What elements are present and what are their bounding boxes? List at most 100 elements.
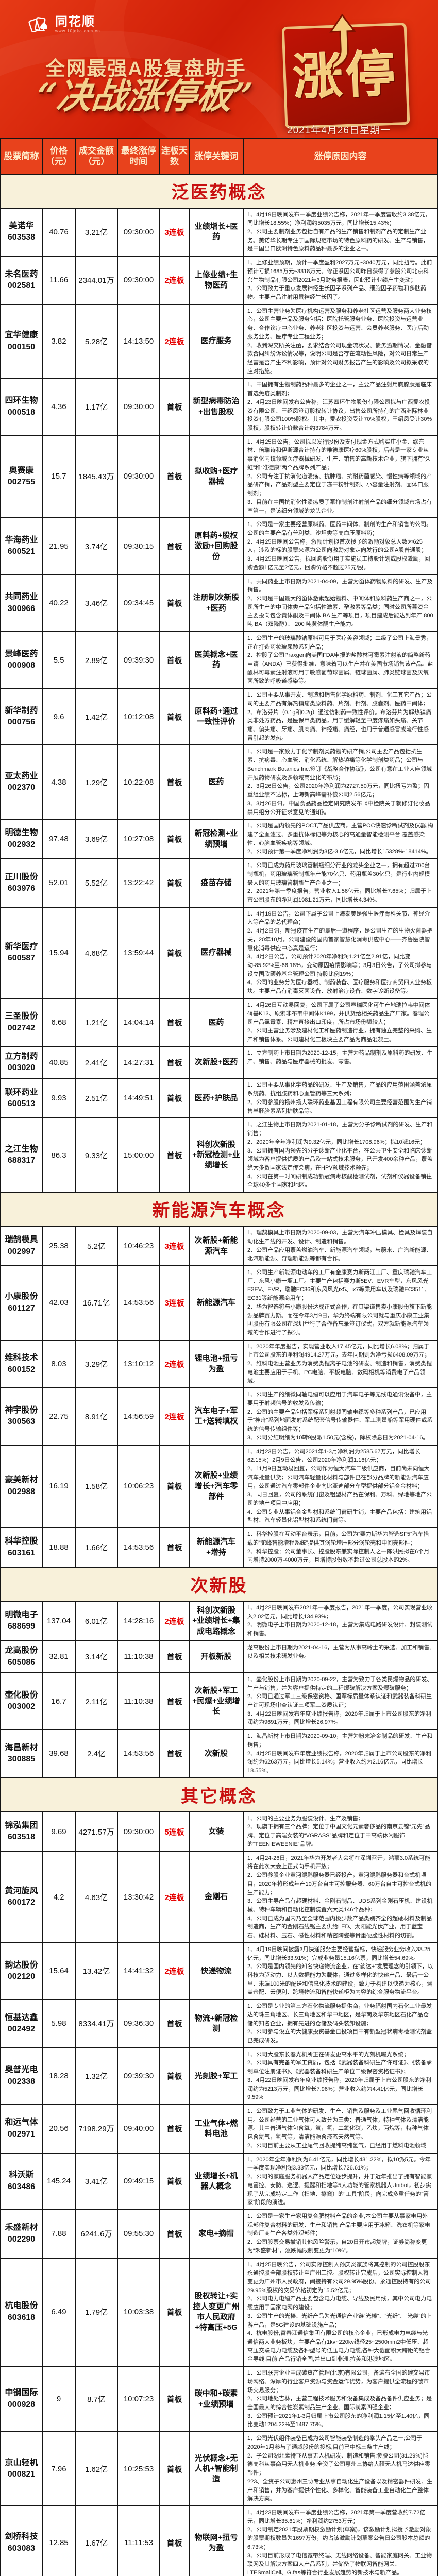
- turnover-cell: 4.63亿: [76, 1852, 118, 1943]
- time-cell: 09:30:15: [118, 518, 160, 575]
- time-cell: 14:27:31: [118, 1047, 160, 1079]
- streak-cell: 首板: [160, 2153, 190, 2210]
- keyword-cell: 次新股+业绩增长+汽车零部件: [190, 1445, 244, 1529]
- stock-name-cell: 新华制药 000756: [1, 689, 43, 746]
- stock-code: 002742: [7, 1023, 36, 1032]
- table-row: 明德生物 002932 97.48 3.69亿 10:27:08 首板 新冠检测+业绩预增 1…: [0, 820, 438, 860]
- stock-code: 603083: [7, 2544, 36, 2553]
- stock-code: 600587: [7, 954, 36, 963]
- streak-cell: 3连板: [160, 1227, 190, 1266]
- price-cell: 25.38: [43, 1227, 76, 1266]
- time-cell: 14:56:59: [118, 1388, 160, 1446]
- streak-cell: 首板: [160, 575, 190, 632]
- streak-cell: 首板: [160, 2258, 190, 2367]
- stock-name-cell: 和远气体 002971: [1, 2105, 43, 2154]
- table-row: 和远气体 002971 20.56 7198.29万 09:40:00 首板 工业气体+燃料…: [0, 2105, 438, 2154]
- turnover-cell: 7198.29万: [76, 2105, 118, 2154]
- price-cell: 3.82: [43, 304, 76, 379]
- stock-name-cell: 明德生物 002932: [1, 820, 43, 860]
- time-cell: 14:13:50: [118, 304, 160, 379]
- stock-name: 海昌新材: [5, 1743, 38, 1752]
- col-header-final-time: 最终涨停时间: [118, 139, 160, 175]
- stock-name-cell: 京山轻机 000821: [1, 2432, 43, 2506]
- col-header-keyword: 涨停关键词: [190, 139, 244, 175]
- price-cell: 11.66: [43, 257, 76, 305]
- reason-cell: 1、公司是国内领先的POCT产品供应商，主营POC快速诊断试剂及仪器,构建了全血…: [244, 820, 438, 860]
- price-cell: 21.95: [43, 518, 76, 575]
- reason-cell: 1、公司是一家生产家用复合肥材料产品的企业,本公司主要从事家电用外观部件复合材料…: [244, 2210, 438, 2259]
- time-cell: 10:27:08: [118, 820, 160, 860]
- price-cell: 18.28: [43, 2048, 76, 2106]
- col-header-reason: 涨停原因内容: [244, 139, 438, 175]
- streak-cell: 首板: [160, 2367, 190, 2433]
- section-header: 新能源汽车概念: [0, 1193, 438, 1227]
- turnover-cell: 6241.6万: [76, 2210, 118, 2259]
- keyword-cell: 锂电池+扭亏为盈: [190, 1340, 244, 1389]
- turnover-cell: 1.42亿: [76, 689, 118, 746]
- time-cell: 09:30:00: [118, 379, 160, 436]
- table-row: 科沃斯 603486 145.24 3.41亿 09:49:15 首板 业绩增长+机器人概念…: [0, 2153, 438, 2210]
- stock-name: 景峰医药: [5, 649, 38, 658]
- time-cell: 09:49:15: [118, 2153, 160, 2210]
- reason-cell: 1、海昌新材上市日期为2020-09-10，主营为粉末冶金制品的研发、生产和销售…: [244, 1730, 438, 1778]
- turnover-cell: 1.62亿: [76, 2432, 118, 2506]
- price-cell: 7.88: [43, 2210, 76, 2259]
- stock-code: 000908: [7, 661, 36, 670]
- table-row: 新华制药 000756 9.6 1.42亿 10:12:08 首板 原料药+通过一致性评价 1…: [0, 689, 438, 746]
- reason-cell: 1、4月22日晚间发布2021年一季度报告，2021年一季度，公司实现营业收入2…: [244, 1601, 438, 1641]
- reason-cell: 1、4月26日互动易回复，公司下属子公司春瑞医化可生产地瑞拉韦中间体硝基K13、…: [244, 998, 438, 1047]
- stock-name: 新华制药: [5, 706, 38, 715]
- keyword-cell: 汽车电子+军工+送转填权: [190, 1388, 244, 1446]
- time-cell: 10:03:38: [118, 2258, 160, 2367]
- time-cell: 10:12:08: [118, 689, 160, 746]
- reason-cell: 1、4月24-26日，2021年华为开发者大会将在深圳召开，鸿蒙3.0系统可能将…: [244, 1852, 438, 1943]
- stock-name-cell: 亚太药业 002370: [1, 745, 43, 820]
- time-cell: 09:34:45: [118, 575, 160, 632]
- time-cell: 13:10:12: [118, 1340, 160, 1389]
- stock-name: 四环生物: [5, 396, 38, 405]
- reason-cell: 1、4月25日晚公告，公司实际控制人孙庆炎家族将其控制的公司控股股东永通控股全部…: [244, 2258, 438, 2367]
- turnover-cell: 8.91亿: [76, 1388, 118, 1446]
- table-row: 共同药业 300966 40.22 3.46亿 09:34:45 首板 注册制次新股+医药 1…: [0, 575, 438, 632]
- price-cell: 18.88: [43, 1528, 76, 1568]
- price-cell: 16.19: [43, 1445, 76, 1529]
- price-cell: 40.76: [43, 208, 76, 257]
- turnover-cell: 5.28亿: [76, 304, 118, 379]
- price-cell: 42.03: [43, 1266, 76, 1341]
- price-cell: 9.69: [43, 1812, 76, 1852]
- turnover-cell: 3.69亿: [76, 820, 118, 860]
- turnover-cell: 2.41亿: [76, 1047, 118, 1079]
- col-header-price: 价格（元）: [43, 139, 76, 175]
- streak-cell: 首板: [160, 1047, 190, 1079]
- reason-cell: 1、公司是一家致力于化学制剂类药物的研产销,公司主要产品包括抗生素、抗病毒、心血…: [244, 745, 438, 820]
- turnover-cell: 13.42亿: [76, 1943, 118, 2001]
- stock-code: 603518: [7, 1833, 36, 1842]
- table-row: 小康股份 601127 42.03 16.71亿 14:53:56 3连板 新能源汽车 1、公…: [0, 1266, 438, 1341]
- streak-cell: 首板: [160, 1118, 190, 1193]
- streak-cell: 首板: [160, 745, 190, 820]
- banner-tagline: 全网最强A股复盘助手: [45, 58, 246, 80]
- time-cell: 10:46:23: [118, 1227, 160, 1266]
- stock-code: 002971: [7, 2129, 36, 2139]
- stock-code: 605086: [7, 1657, 36, 1667]
- stock-name-cell: 海昌新材 300885: [1, 1730, 43, 1778]
- stock-name-cell: 奥赛康 002755: [1, 435, 43, 519]
- keyword-cell: 注册制次新股+医药: [190, 575, 244, 632]
- stock-name: 维科技术: [5, 1353, 38, 1363]
- stock-name-cell: 之江生物 688317: [1, 1118, 43, 1193]
- stock-name: 宜华健康: [5, 331, 38, 340]
- time-cell: 10:06:23: [118, 1445, 160, 1529]
- turnover-cell: 1.79亿: [76, 2258, 118, 2367]
- reason-cell: 1、公司主要从事开发、制造和销售化学原料药、制剂、化工其它产品；公司的主要产品有…: [244, 689, 438, 746]
- stock-name: 锦泓集团: [5, 1821, 38, 1830]
- time-cell: 14:53:56: [118, 1266, 160, 1341]
- stock-code: 300885: [7, 1754, 36, 1764]
- streak-cell: 2连板: [160, 1340, 190, 1389]
- reason-cell: 1、4月19日晚间披露3月快递服务主要经营指标，快递服务业务收入33.25亿元，…: [244, 1943, 438, 2001]
- table-row: 剑桥科技 603083 12.85 1.67亿 11:11:53 首板 物联网+扭亏为盈 1、…: [0, 2506, 438, 2576]
- stock-name-cell: 小康股份 601127: [1, 1266, 43, 1341]
- stock-name: 美诺华: [9, 221, 34, 230]
- streak-cell: 首板: [160, 2432, 190, 2506]
- reason-cell: 1、之江生物上市日期为2021-01-18，主营为分子诊断试剂的研发、生产和销售…: [244, 1118, 438, 1193]
- streak-cell: 首板: [160, 379, 190, 436]
